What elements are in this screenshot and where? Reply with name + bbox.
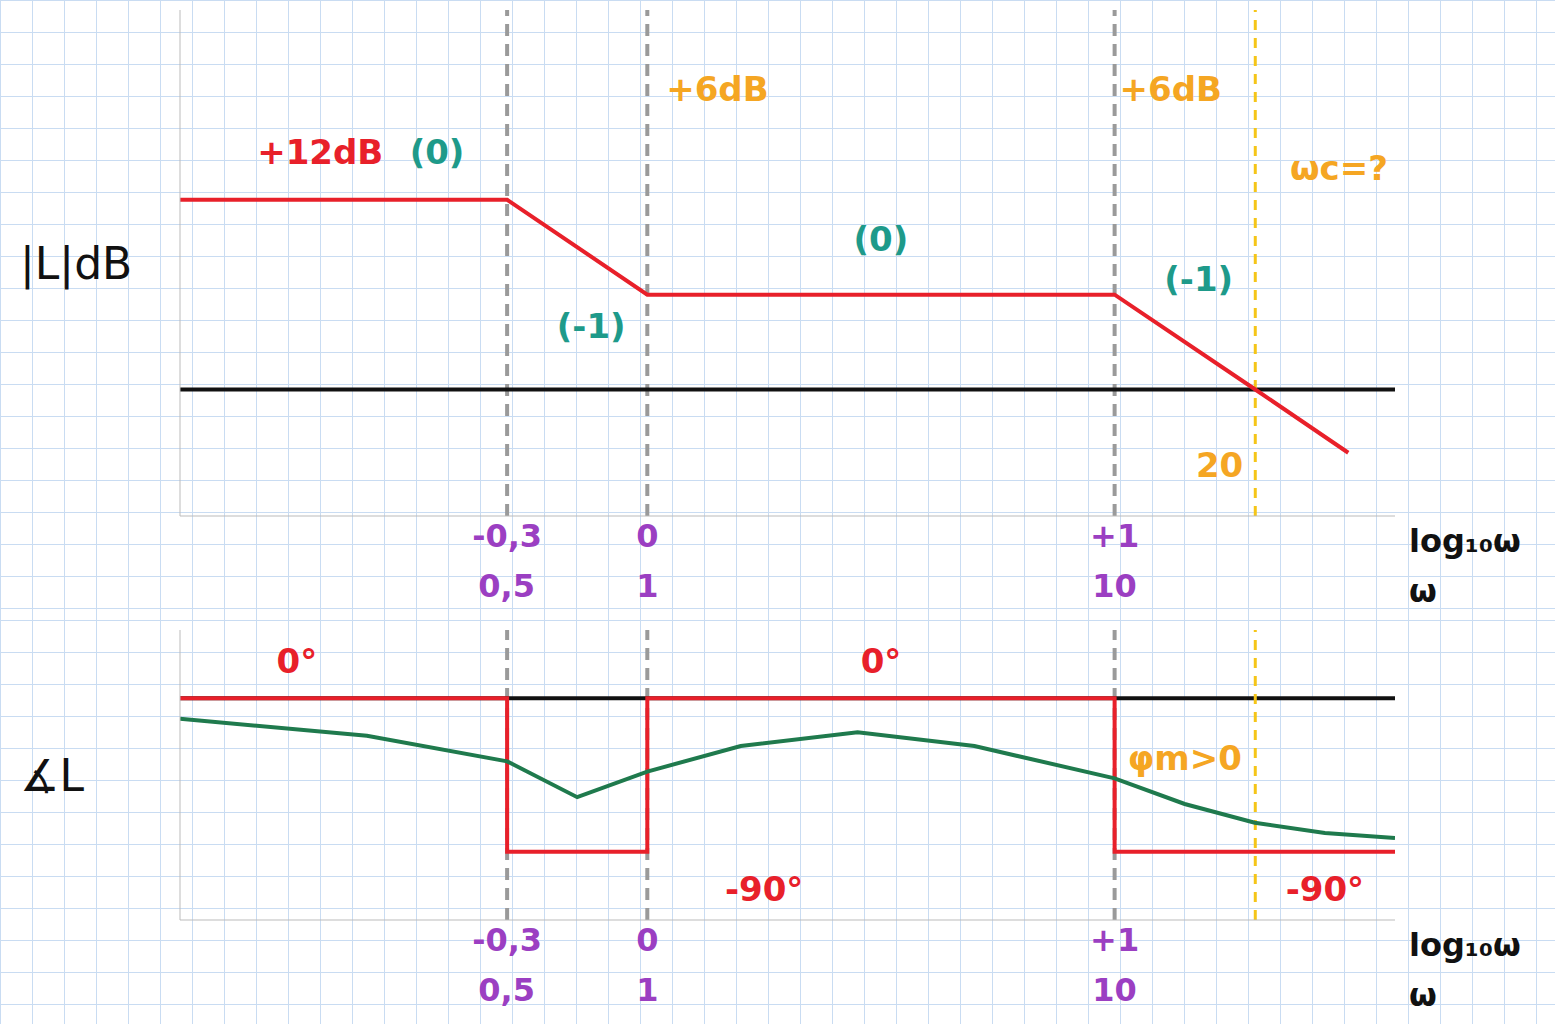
svg-text:+6dB: +6dB	[666, 69, 768, 109]
svg-text:(0): (0)	[410, 132, 465, 172]
svg-text:0: 0	[636, 517, 658, 555]
svg-text:-0,3: -0,3	[472, 921, 542, 959]
svg-text:ωc=?: ωc=?	[1290, 148, 1388, 188]
svg-text:ω: ω	[1409, 976, 1437, 1014]
svg-text:|L|dB: |L|dB	[20, 238, 132, 290]
svg-text:-0,3: -0,3	[472, 517, 542, 555]
svg-text:10: 10	[1092, 971, 1137, 1009]
svg-text:0,5: 0,5	[478, 971, 535, 1009]
svg-text:φm>0: φm>0	[1128, 738, 1242, 778]
svg-text:0,5: 0,5	[478, 567, 535, 605]
svg-text:log₁₀ω: log₁₀ω	[1409, 522, 1521, 560]
svg-text:1: 1	[636, 971, 658, 1009]
svg-text:-90°: -90°	[725, 869, 803, 909]
svg-text:(-1): (-1)	[1164, 259, 1233, 299]
svg-text:(0): (0)	[854, 219, 909, 259]
svg-text:+1: +1	[1090, 517, 1139, 555]
svg-text:20: 20	[1196, 445, 1243, 485]
svg-text:+1: +1	[1090, 921, 1139, 959]
svg-text:10: 10	[1092, 567, 1137, 605]
svg-text:0°: 0°	[276, 641, 317, 681]
svg-text:∡L: ∡L	[20, 750, 84, 801]
svg-text:0°: 0°	[861, 641, 902, 681]
svg-text:+12dB: +12dB	[257, 132, 383, 172]
svg-text:ω: ω	[1409, 572, 1437, 610]
svg-text:(-1): (-1)	[557, 306, 626, 346]
svg-text:log₁₀ω: log₁₀ω	[1409, 926, 1521, 964]
svg-text:+6dB: +6dB	[1119, 69, 1221, 109]
svg-text:0: 0	[636, 921, 658, 959]
svg-text:-90°: -90°	[1286, 869, 1364, 909]
svg-text:1: 1	[636, 567, 658, 605]
